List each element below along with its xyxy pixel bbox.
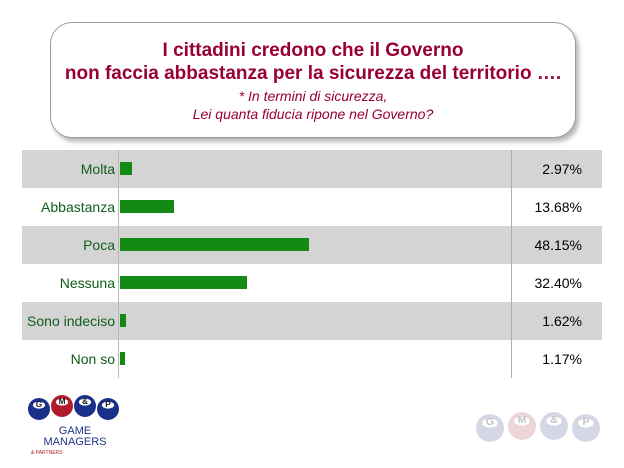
logo-ball-icon: [572, 414, 600, 442]
logo-ball-highlight: [482, 418, 498, 428]
logo-ball-letter: G: [486, 416, 494, 428]
logo-ball-icon: [97, 398, 119, 420]
category-label: Sono indeciso: [27, 313, 115, 329]
chart-subtitle-line-2: Lei quanta fiducia ripone nel Governo?: [192, 106, 434, 122]
chart-row: Sono indeciso 1.62%: [22, 302, 602, 340]
chart-row: Poca 48.15%: [22, 226, 602, 264]
category-label: Poca: [83, 237, 115, 253]
logo-ball-highlight: [101, 401, 115, 409]
logo-ball-highlight: [546, 416, 562, 426]
logo-ball-letter: M: [59, 397, 66, 406]
chart-title-line-1: I cittadini credono che il Governo: [162, 40, 464, 61]
logo-ball-letter: G: [36, 400, 42, 409]
value-label: 1.62%: [542, 313, 582, 329]
logo-ball-letter: &: [550, 414, 558, 426]
logo-ball-icon: [28, 398, 50, 420]
logo-ball-letter: M: [518, 414, 527, 426]
logo-ball-highlight: [514, 416, 530, 426]
value-label: 48.15%: [534, 237, 582, 253]
logo-ball-icon: [476, 414, 504, 442]
chart-row: Abbastanza 13.68%: [22, 188, 602, 226]
value-label: 2.97%: [542, 161, 582, 177]
logo-ball-highlight: [55, 398, 69, 406]
title-box: I cittadini credono che il Governo non f…: [50, 22, 576, 138]
logo-ball-icon: [508, 412, 536, 440]
watermark-logo: G M & P: [476, 412, 600, 442]
chart-row: Nessuna 32.40%: [22, 264, 602, 302]
logo-ball-icon: [51, 395, 73, 417]
logo-ball-highlight: [578, 418, 594, 428]
chart-title-line-2: non faccia abbastanza per la sicurezza d…: [64, 63, 562, 84]
category-label: Abbastanza: [41, 199, 115, 215]
category-axis-line: [118, 150, 119, 378]
logo-ball-icon: [540, 412, 568, 440]
bar: [120, 238, 310, 251]
category-label: Molta: [80, 161, 115, 177]
chart-subtitle-line-1: * In termini di sicurezza,: [238, 88, 388, 104]
logo-text-partners: & PARTNERS: [31, 450, 63, 456]
value-label: 32.40%: [534, 275, 582, 291]
bar: [120, 314, 127, 327]
chart-row: Molta 2.97%: [22, 150, 602, 188]
category-label: Non so: [70, 351, 115, 367]
bar: [120, 276, 248, 289]
logo-ball-letter: P: [582, 416, 589, 428]
bar-chart: Non so 1.17% Sono indeciso 1.62% Nessuna 32.4…: [22, 150, 602, 378]
logo-ball-icon: [74, 395, 96, 417]
logo-text-managers: MANAGERS: [44, 436, 107, 448]
logo-ball-highlight: [32, 401, 46, 409]
logo-ball-letter: P: [105, 400, 111, 409]
value-column-divider: [511, 150, 512, 378]
bar: [120, 162, 132, 175]
bar: [120, 200, 174, 213]
bar: [120, 352, 125, 365]
value-label: 1.17%: [542, 351, 582, 367]
game-managers-logo: G M & P GAME MANAGERS & PARTNERS: [28, 395, 119, 456]
logo-ball-letter: &: [82, 397, 88, 406]
logo-ball-highlight: [78, 398, 92, 406]
logo-text-game: GAME: [59, 425, 91, 437]
chart-row: Non so 1.17%: [22, 340, 602, 378]
category-label: Nessuna: [59, 275, 115, 291]
value-label: 13.68%: [534, 199, 582, 215]
